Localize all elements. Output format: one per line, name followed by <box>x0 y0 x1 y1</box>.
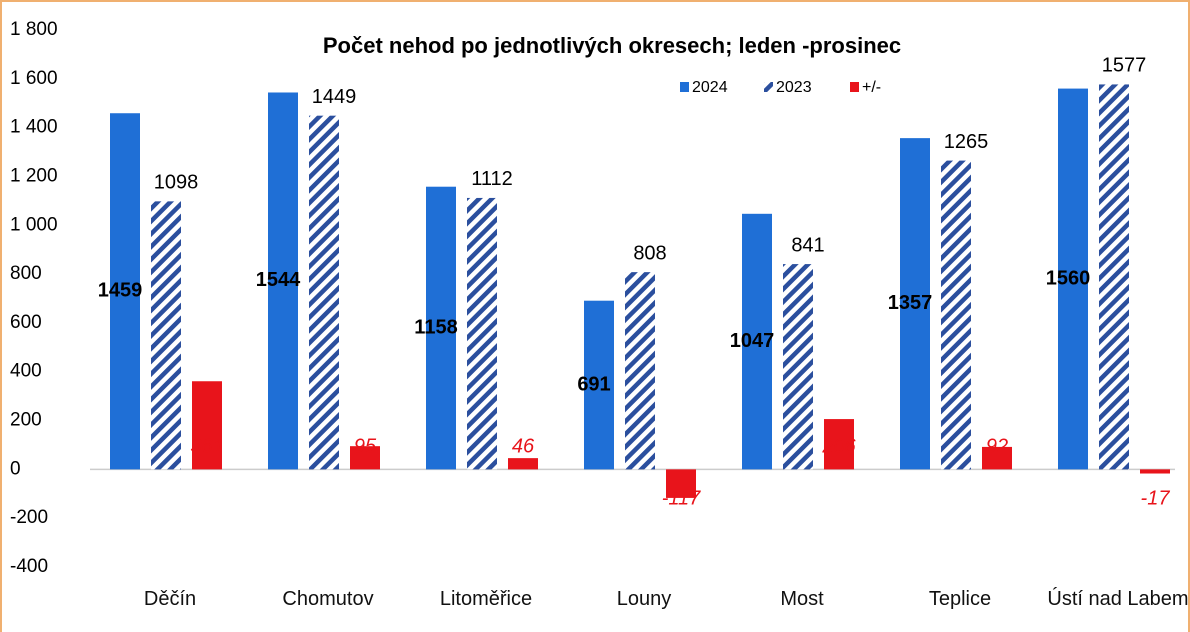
data-label: 1560 <box>1046 267 1091 289</box>
x-tick-label: Most <box>780 588 824 610</box>
bar <box>192 381 222 470</box>
y-tick-label: 1 800 <box>10 19 58 40</box>
bar <box>1099 84 1129 470</box>
data-label: 1112 <box>471 168 513 190</box>
legend-label: +/- <box>862 79 881 96</box>
bar <box>824 419 854 470</box>
bar <box>467 197 497 470</box>
bar <box>151 201 181 470</box>
bar <box>584 300 614 470</box>
x-tick-label: Louny <box>616 588 672 610</box>
data-label: 92 <box>986 436 1008 458</box>
y-tick-label: 1 400 <box>10 117 58 138</box>
data-label: -117 <box>662 488 701 510</box>
x-tick-label: Ústí nad Labem <box>1047 588 1189 610</box>
y-tick-label: 200 <box>10 410 42 431</box>
data-label: 46 <box>512 436 535 458</box>
bar <box>666 469 696 498</box>
x-tick-label: Děčín <box>143 588 197 610</box>
bar <box>625 272 655 470</box>
bar <box>1140 469 1170 474</box>
bar <box>110 113 140 470</box>
bar <box>900 138 930 470</box>
chart-title: Počet nehod po jednotlivých okresech; le… <box>323 33 901 58</box>
y-tick-label: 1 600 <box>10 68 58 89</box>
y-tick-label: 1 000 <box>10 214 58 235</box>
data-label: 1357 <box>888 292 933 314</box>
x-tick-label: Chomutov <box>282 588 374 610</box>
y-tick-label: 400 <box>10 361 42 382</box>
data-label: 808 <box>633 242 666 264</box>
data-label: -17 <box>1141 488 1171 510</box>
data-label: 95 <box>354 436 377 458</box>
y-tick-label: -400 <box>10 556 48 577</box>
bar <box>1058 88 1088 470</box>
bar <box>426 186 456 470</box>
x-tick-label: Litoměřice <box>439 588 533 610</box>
x-tick-label: Teplice <box>928 588 992 610</box>
legend-label: 2024 <box>692 79 728 96</box>
y-tick-label: 0 <box>10 458 21 479</box>
data-label: 1459 <box>98 280 143 302</box>
bar <box>508 458 538 470</box>
bar <box>783 264 813 470</box>
legend-label: 2023 <box>776 79 812 96</box>
data-label: 1047 <box>730 330 775 352</box>
y-tick-label: 1 200 <box>10 165 58 186</box>
legend-swatch <box>680 82 689 92</box>
data-label: 1265 <box>944 131 989 153</box>
data-label: 841 <box>791 234 824 256</box>
bar <box>268 92 298 470</box>
legend-swatch <box>850 82 859 92</box>
legend-swatch <box>764 82 773 92</box>
data-label: 361 <box>190 436 223 458</box>
bar <box>309 115 339 470</box>
data-label: 1158 <box>414 316 457 338</box>
data-label: 1098 <box>154 172 199 194</box>
data-label: 1544 <box>256 269 301 291</box>
y-tick-label: -200 <box>10 507 48 528</box>
y-tick-label: 800 <box>10 263 42 284</box>
data-label: 1577 <box>1102 55 1147 77</box>
bar <box>941 160 971 470</box>
data-label: 1449 <box>312 86 357 108</box>
y-tick-label: 600 <box>10 312 42 333</box>
data-label: 691 <box>577 373 610 395</box>
bar <box>742 213 772 470</box>
data-label: 206 <box>821 436 856 458</box>
bar <box>350 446 380 470</box>
bar <box>982 446 1012 470</box>
